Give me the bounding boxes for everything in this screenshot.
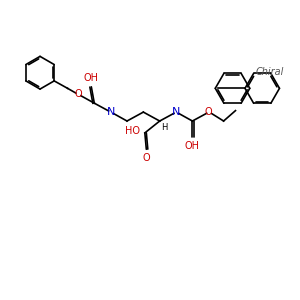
Text: O: O xyxy=(205,107,213,117)
Text: OH: OH xyxy=(185,141,200,151)
Text: H: H xyxy=(161,123,168,132)
Text: OH: OH xyxy=(84,73,99,83)
Text: O: O xyxy=(74,89,82,99)
Text: N: N xyxy=(172,107,180,117)
Text: HO: HO xyxy=(125,126,140,136)
Text: O: O xyxy=(142,153,150,163)
Text: Chiral: Chiral xyxy=(255,67,284,77)
Text: N: N xyxy=(106,107,115,117)
